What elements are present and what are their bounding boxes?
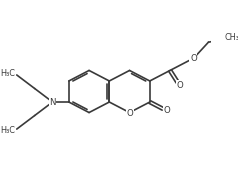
Text: O: O: [163, 106, 170, 115]
Text: O: O: [176, 81, 183, 90]
Text: CH₃: CH₃: [225, 33, 238, 42]
Text: N: N: [49, 98, 56, 107]
Text: H₃C: H₃C: [1, 126, 16, 135]
Text: O: O: [126, 109, 133, 118]
Text: H₃C: H₃C: [1, 69, 16, 78]
Text: O: O: [190, 54, 197, 63]
